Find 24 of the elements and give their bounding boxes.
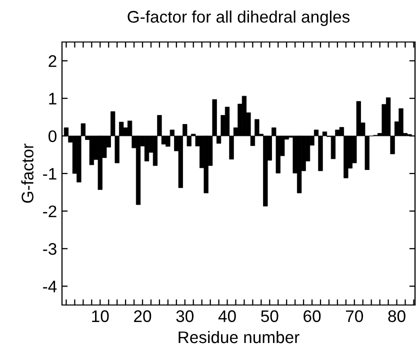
bar	[242, 96, 247, 136]
bar	[89, 136, 94, 166]
x-tick-label: 80	[388, 310, 406, 322]
x-axis-title: Residue number	[178, 330, 300, 344]
y-axis-title: G-factor	[21, 144, 34, 203]
x-tick-label: 40	[218, 310, 236, 322]
chart-title: G-factor for all dihedral angles	[128, 10, 350, 26]
x-tick-label: 10	[92, 310, 109, 322]
bar	[144, 136, 150, 162]
y-tick-label: -1	[43, 168, 56, 180]
bar	[398, 108, 404, 136]
y-tick-label: 0	[48, 130, 56, 142]
y-tick-label: -4	[43, 280, 57, 292]
y-tick-label: -2	[43, 205, 56, 218]
bar	[296, 136, 302, 194]
x-tick-label: 70	[346, 310, 364, 322]
bar	[136, 136, 141, 205]
x-tick-label: 60	[304, 310, 321, 322]
y-tick-label: -3	[43, 243, 56, 255]
x-tick-label: 50	[261, 310, 278, 322]
y-tick-label: 1	[49, 92, 56, 104]
x-tick-label: 30	[176, 310, 194, 322]
x-tick-label: 20	[134, 310, 152, 322]
y-tick-label: 2	[48, 55, 56, 67]
